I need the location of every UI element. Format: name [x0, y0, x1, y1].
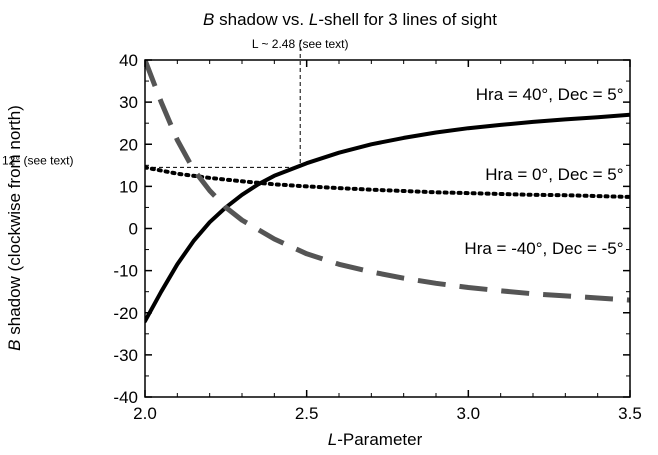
chart-title: B shadow vs. L-shell for 3 lines of sigh…	[203, 10, 497, 29]
plot-frame	[144, 59, 631, 398]
plot-area: 40 30 20 10 0 -10 -20 -30 -402.0 2.5 3.0 3.5 Hra = 4…	[2, 37, 642, 423]
x-axis-title: L-Parameter	[328, 430, 423, 449]
y-tick-label: 0	[129, 220, 138, 239]
annotation-angle-value: 12° (see text)	[2, 153, 74, 167]
series-line-3	[145, 60, 630, 303]
x-tick-label: 3.5	[618, 404, 642, 423]
y-axis-title-text: shadow (clockwise from north)	[5, 105, 24, 339]
y-tick-label: 20	[119, 135, 138, 154]
y-axis-title: B shadow (clockwise from north)	[5, 105, 24, 351]
y-tick-label: 30	[119, 93, 138, 112]
y-tick-label: 40	[119, 51, 138, 70]
series-line-2	[145, 165, 630, 199]
series-label-2: Hra = 0°, Dec = 5°	[485, 165, 623, 184]
y-tick-label: -30	[113, 346, 138, 365]
y-tick-label: -40	[113, 388, 138, 407]
y-axis-variable-b: B	[5, 339, 24, 350]
title-text-1: shadow vs.	[214, 10, 309, 29]
series-label-3: Hra = -40°, Dec = -5°	[464, 239, 623, 258]
y-tick-label: -10	[113, 262, 138, 281]
x-axis-title-text: -Parameter	[337, 430, 422, 449]
x-axis-variable-l: L	[328, 430, 337, 449]
series-line-1	[145, 112, 630, 324]
series-label-1: Hra = 40°, Dec = 5°	[476, 85, 624, 104]
annotation-l-value: L ~ 2.48 (see text)	[252, 37, 349, 51]
y-tick-label: 10	[119, 177, 138, 196]
title-variable-b: B	[203, 10, 214, 29]
x-tick-label: 2.5	[295, 404, 319, 423]
title-variable-l: L	[309, 10, 318, 29]
y-tick-label: -20	[113, 304, 138, 323]
title-text-2: -shell for 3 lines of sight	[318, 10, 497, 29]
x-tick-label: 3.0	[457, 404, 481, 423]
x-tick-label: 2.0	[133, 404, 157, 423]
